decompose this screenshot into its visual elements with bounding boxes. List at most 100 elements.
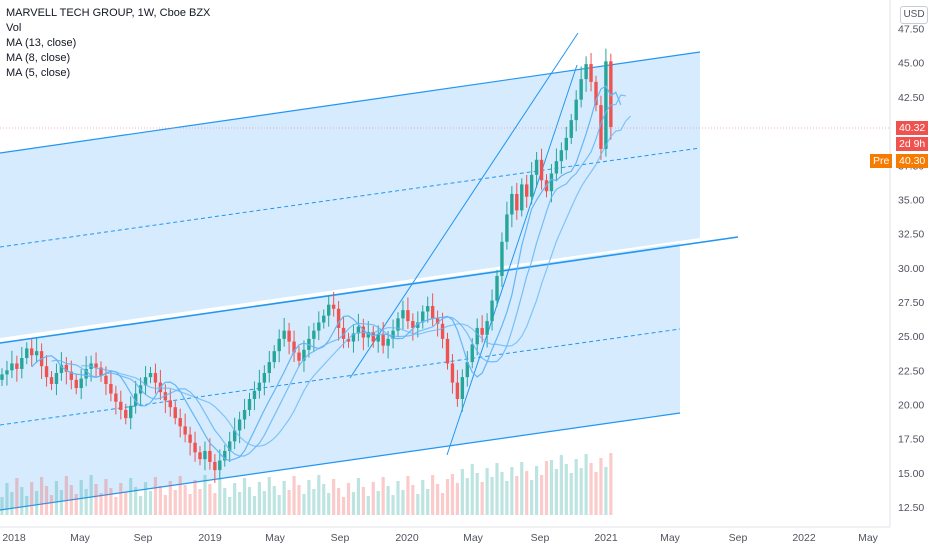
candle-body [341,327,346,339]
candle-body [54,373,59,384]
volume-bar [544,461,549,515]
legend-ma5[interactable]: MA (5, close) [6,67,71,79]
volume-bar [396,481,400,515]
candle-body [599,105,603,149]
volume-bar [257,482,261,515]
volume-bar [376,491,380,515]
candle-body [148,373,153,378]
volume-bar [79,480,83,515]
volume-bar [54,481,59,515]
volume-bar [148,491,153,515]
y-tick-label: 27.50 [898,297,924,309]
candle-body [282,330,286,339]
volume-bar [594,472,598,515]
candle-body [435,318,440,324]
candle-body [604,61,608,149]
candle-body [218,460,222,471]
legend-ma8[interactable]: MA (8, close) [6,52,71,64]
y-tick-label: 12.50 [898,502,924,514]
candle-body [416,322,420,328]
candle-body [143,377,148,386]
candle-body [401,310,405,319]
candle-body [20,357,24,369]
candle-body [351,333,356,342]
ma5-line [31,85,622,462]
volume-bar [346,483,351,515]
candle-body [292,341,296,353]
volume-bar [168,481,172,515]
volume-bar [267,477,271,515]
volume-bar [391,495,395,515]
volume-bar [351,492,356,515]
candle-body [163,392,168,401]
candle-body [609,61,613,127]
volume-bar [0,497,4,515]
volume-bar [381,477,385,515]
premarket-price-tag: 40.30 [896,154,929,168]
candle-body [534,159,539,175]
upper-channel-mid-line [0,147,701,248]
candle-body [564,137,568,151]
legend-volume[interactable]: Vol [6,22,22,34]
volume-bar [25,496,29,515]
x-tick-label: Sep [134,532,153,544]
steep-trend-line-upper [349,32,579,379]
candle-body [549,173,554,192]
ma13-line [81,115,632,447]
volume-bar [198,489,202,515]
x-tick-label: May [858,532,879,544]
volume-bar [495,463,499,515]
premarket-label-tag: Pre [870,154,893,168]
volume-bar [327,493,331,515]
volume-bar [361,487,365,515]
volume-bar [371,482,375,515]
volume-bar [525,471,529,515]
volume-bar [134,487,138,515]
volume-bar [584,454,588,515]
x-tick-label: Sep [531,532,550,544]
candle-body [208,450,212,462]
candle-body [25,348,29,358]
volume-bar [609,453,613,515]
volume-bar [401,490,405,515]
candle-body [430,306,435,319]
candle-body [272,351,276,363]
y-tick-label: 42.50 [898,92,924,104]
y-tick-label: 20.00 [898,399,924,411]
candle-body [287,330,291,342]
candle-body [168,400,172,408]
volume-bar [490,477,494,515]
candle-body [594,81,598,106]
candle-body [554,161,559,174]
time-axis-panel [0,527,932,550]
volume-bar [124,492,128,515]
volume-bar [153,477,158,515]
volume-bar [10,492,14,515]
volume-bar [332,479,336,515]
volume-bar [500,472,504,515]
candle-body [153,373,158,383]
candle-body [119,401,123,410]
volume-bar [287,490,291,515]
candle-body [193,442,197,453]
lower-channel-mid-line [0,328,681,426]
volume-bar [515,476,519,515]
volume-bar [44,486,49,515]
volume-bar [569,473,573,515]
candle-body [198,452,202,460]
candle-body [381,334,385,346]
legend-ma13[interactable]: MA (13, close) [6,37,77,49]
volume-bar [436,484,440,515]
candle-body [460,377,465,400]
candle-body [317,322,321,331]
volume-bar [99,493,103,515]
candle-body [30,348,34,356]
volume-bar [242,478,247,515]
candle-body [539,159,544,181]
x-tick-label: May [265,532,286,544]
volume-bar [386,486,390,515]
x-tick-label: 2022 [792,532,816,544]
currency-button[interactable]: USD [900,6,928,24]
